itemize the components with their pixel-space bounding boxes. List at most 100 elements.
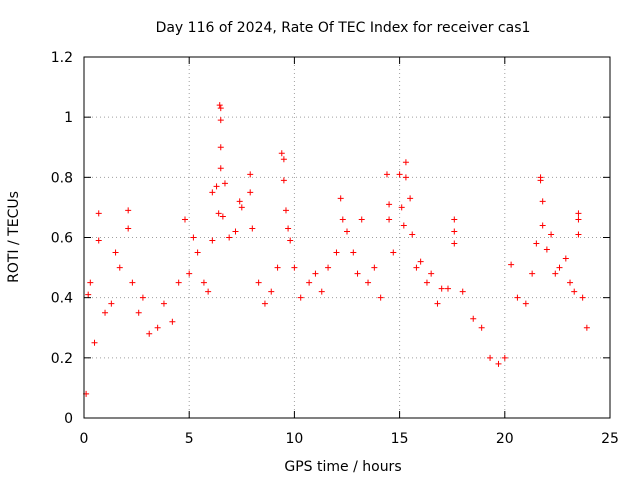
data-point (571, 288, 578, 295)
data-point (129, 279, 136, 286)
data-point (451, 228, 458, 235)
data-point (95, 237, 102, 244)
data-point (102, 309, 109, 316)
data-point (402, 174, 409, 181)
x-tick-label: 5 (185, 431, 194, 447)
data-point (278, 150, 285, 157)
data-point (508, 261, 515, 268)
data-point (274, 264, 281, 271)
data-point (261, 300, 268, 307)
data-point (575, 210, 582, 217)
y-tick-label: 0 (64, 411, 73, 427)
data-point (386, 216, 393, 223)
data-point (325, 264, 332, 271)
data-point (583, 324, 590, 331)
plot-frame (83, 56, 611, 419)
data-point (339, 216, 346, 223)
data-point (539, 222, 546, 229)
data-point (567, 279, 574, 286)
data-point (398, 204, 405, 211)
data-point (154, 324, 161, 331)
data-point (371, 264, 378, 271)
data-point (125, 225, 132, 232)
x-axis-label: GPS time / hours (284, 459, 401, 475)
data-point (238, 204, 245, 211)
data-point (434, 300, 441, 307)
data-point (529, 270, 536, 277)
data-point (282, 207, 289, 214)
data-point (444, 285, 451, 292)
x-tick-label: 15 (391, 431, 409, 447)
data-point (423, 279, 430, 286)
data-point (209, 237, 216, 244)
data-point (537, 177, 544, 184)
data-point (169, 318, 176, 325)
data-point (438, 285, 445, 292)
axis-ticks: 0 5 10 15 20 25 0 0.2 0.4 0.6 0.8 1 1.2 (51, 50, 619, 447)
data-point (291, 264, 298, 271)
data-point (146, 330, 153, 337)
y-tick-label: 0.2 (51, 351, 73, 367)
data-point (407, 195, 414, 202)
x-tick-label: 10 (285, 431, 303, 447)
data-point (306, 279, 313, 286)
data-point (533, 240, 540, 247)
data-point (116, 264, 123, 271)
data-point (413, 264, 420, 271)
data-point (108, 300, 115, 307)
data-point (255, 279, 262, 286)
data-point (112, 249, 119, 256)
data-point (396, 171, 403, 178)
data-point (268, 288, 275, 295)
data-point (280, 156, 287, 163)
data-point (213, 183, 220, 190)
x-tick-label: 20 (496, 431, 514, 447)
y-tick-label: 0.4 (51, 291, 73, 307)
data-point (221, 180, 228, 187)
data-point (190, 234, 197, 241)
data-points (83, 102, 590, 397)
y-tick-label: 1 (64, 110, 73, 126)
data-point (87, 279, 94, 286)
data-point (390, 249, 397, 256)
data-point (217, 117, 224, 124)
data-point (217, 144, 224, 151)
data-point (217, 165, 224, 172)
data-point (575, 231, 582, 238)
data-point (91, 339, 98, 346)
data-point (139, 294, 146, 301)
data-point (402, 159, 409, 166)
data-point (312, 270, 319, 277)
data-point (215, 210, 222, 217)
data-point (209, 189, 216, 196)
data-point (280, 177, 287, 184)
data-point (160, 300, 167, 307)
data-point (125, 207, 132, 214)
data-point (522, 300, 529, 307)
data-point (487, 354, 494, 361)
data-point (451, 240, 458, 247)
data-point (354, 270, 361, 277)
data-point (287, 237, 294, 244)
y-tick-label: 0.8 (51, 170, 73, 186)
data-point (297, 294, 304, 301)
data-point (365, 279, 372, 286)
y-tick-label: 1.2 (51, 50, 73, 66)
y-tick-label: 0.6 (51, 231, 73, 247)
data-point (501, 354, 508, 361)
data-point (556, 264, 563, 271)
data-point (400, 222, 407, 229)
data-point (409, 231, 416, 238)
data-point (216, 102, 223, 109)
data-point (236, 198, 243, 205)
data-point (386, 201, 393, 208)
data-point (575, 216, 582, 223)
y-axis-label: ROTI / TECUs (6, 191, 22, 283)
data-point (200, 279, 207, 286)
data-point (344, 228, 350, 235)
data-point (285, 225, 292, 232)
data-point (181, 216, 188, 223)
data-point (548, 231, 555, 238)
data-point (383, 171, 390, 178)
